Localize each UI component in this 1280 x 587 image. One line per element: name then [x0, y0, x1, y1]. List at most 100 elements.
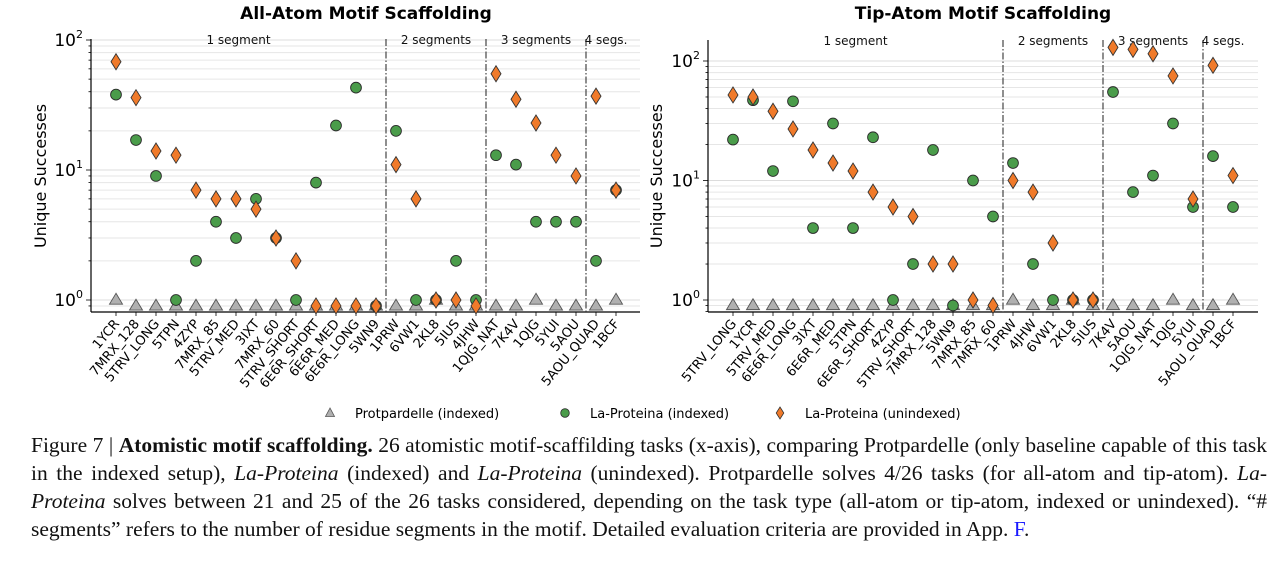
point-protpardelle-indexed-1ycr — [108, 292, 124, 305]
chart-tip-atom: Tip-Atom Motif Scaffolding Unique Success… — [647, 4, 1258, 391]
series-la-proteina-unindexed — [727, 38, 1239, 315]
ytick-label: 100 — [54, 288, 83, 311]
point-la-proteina-unindexed-5tpn — [170, 146, 182, 165]
caption-separator: | — [108, 433, 114, 457]
legend: Protpardelle (indexed) La-Proteina (index… — [324, 406, 961, 422]
point-la-proteina-unindexed-1bcf — [610, 181, 622, 199]
caption-method-name: La-Proteina — [234, 461, 339, 485]
point-protpardelle-indexed-5yui — [1185, 297, 1201, 311]
point-la-proteina-unindexed-5ius — [450, 291, 462, 309]
point-protpardelle-indexed-4zyp — [188, 298, 204, 311]
point-la-proteina-indexed-4zyp — [190, 255, 202, 267]
point-la-proteina-indexed-7mrx-128 — [130, 134, 142, 146]
point-la-proteina-unindexed-5aou-quad — [1207, 56, 1219, 75]
point-protpardelle-indexed-5aou — [1125, 297, 1141, 311]
point-la-proteina-unindexed-4jhw — [1027, 183, 1039, 201]
point-la-proteina-indexed-1prw — [390, 125, 402, 137]
ytick-exponent: 1 — [76, 158, 83, 171]
gridlines — [703, 60, 1258, 313]
point-la-proteina-unindexed-3ixt — [807, 141, 819, 159]
point-protpardelle-indexed-5trv-long — [725, 297, 741, 311]
point-la-proteina-unindexed-5yui — [1187, 190, 1199, 208]
point-la-proteina-unindexed-1ycr — [110, 52, 122, 71]
group-label-4-segs: 4 segs. — [1202, 34, 1245, 48]
series-la-proteina-indexed — [110, 81, 622, 312]
point-la-proteina-unindexed-1bcf — [1227, 166, 1239, 185]
point-la-proteina-unindexed-7mrx-128 — [130, 88, 142, 107]
point-la-proteina-indexed-1qjg-nat — [1147, 169, 1159, 182]
point-protpardelle-indexed-7k4v — [1105, 297, 1121, 311]
point-protpardelle-indexed-1prw — [388, 298, 404, 311]
point-la-proteina-unindexed-5wn9 — [370, 297, 382, 315]
point-la-proteina-indexed-4jhw — [1027, 258, 1039, 270]
point-la-proteina-unindexed-4jhw — [470, 297, 482, 315]
point-protpardelle-indexed-7mrx-128 — [925, 297, 941, 311]
legend-item-protpardelle-indexed: Protpardelle (indexed) — [324, 407, 499, 422]
point-la-proteina-indexed-5yui — [550, 215, 562, 228]
point-la-proteina-indexed-6vw1 — [410, 294, 422, 306]
point-protpardelle-indexed-5tpn — [845, 297, 861, 311]
legend-triangle-icon — [324, 407, 336, 417]
point-la-proteina-indexed-5tpn — [170, 294, 182, 306]
point-protpardelle-indexed-1qjg-nat — [1145, 297, 1161, 311]
point-la-proteina-unindexed-7mrx-60 — [270, 229, 282, 247]
caption-text: . — [1023, 517, 1030, 541]
point-la-proteina-unindexed-6e6r-long — [787, 120, 799, 138]
caption-figure-label: Figure 7 — [31, 433, 104, 457]
ytick-base: 10 — [671, 52, 693, 72]
point-la-proteina-unindexed-7mrx-128 — [927, 255, 939, 273]
ytick-exponent: 0 — [693, 288, 700, 301]
legend-diamond-icon — [775, 406, 785, 420]
ytick-label: 101 — [671, 169, 700, 192]
point-la-proteina-unindexed-5aou — [1127, 40, 1139, 59]
point-la-proteina-indexed-5aou-quad — [590, 255, 602, 267]
series-la-proteina-unindexed — [110, 52, 622, 315]
point-la-proteina-unindexed-7k4v — [510, 90, 522, 109]
chart-all-atom: All-Atom Motif Scaffolding Unique Success… — [31, 4, 640, 391]
series-protpardelle-indexed — [725, 292, 1241, 311]
point-la-proteina-unindexed-1qjg — [1167, 67, 1179, 85]
ytick-exponent: 2 — [76, 28, 83, 41]
point-la-proteina-indexed-4zyp — [887, 294, 899, 306]
point-protpardelle-indexed-1qjg — [1165, 292, 1181, 305]
caption-text: (indexed) and — [338, 461, 478, 485]
caption-text: 26 atomistic motif-scaffilding tasks (x-… — [31, 433, 1268, 485]
point-protpardelle-indexed-5yui — [548, 298, 564, 311]
point-la-proteina-indexed-5wn9 — [947, 299, 959, 312]
point-protpardelle-indexed-1ycr — [745, 297, 761, 311]
point-la-proteina-unindexed-1qjg-nat — [490, 64, 502, 83]
point-la-proteina-unindexed-6e6r-short — [310, 297, 322, 315]
point-la-proteina-unindexed-5aou — [570, 167, 582, 185]
point-la-proteina-unindexed-5wn9 — [947, 255, 959, 273]
point-la-proteina-unindexed-7k4v — [1107, 38, 1119, 57]
point-protpardelle-indexed-5aou-quad — [588, 298, 604, 311]
point-la-proteina-indexed-1bcf — [1227, 201, 1239, 213]
point-la-proteina-unindexed-6e6r-short — [867, 183, 879, 201]
point-protpardelle-indexed-7k4v — [508, 298, 524, 311]
ytick-base: 10 — [54, 161, 76, 181]
y-axis-label: Unique Successes — [647, 104, 666, 248]
point-la-proteina-unindexed-5trv-long — [727, 86, 739, 104]
point-protpardelle-indexed-1prw — [1005, 292, 1021, 305]
point-protpardelle-indexed-5trv-long — [148, 298, 164, 311]
point-la-proteina-unindexed-6e6r-long — [350, 297, 362, 315]
point-la-proteina-indexed-7k4v — [1107, 86, 1119, 98]
legend-label: La-Proteina (unindexed) — [805, 407, 961, 422]
caption-title: Atomistic motif scaffolding. — [118, 433, 373, 457]
point-la-proteina-unindexed-5trv-med — [767, 102, 779, 121]
point-la-proteina-indexed-5aou-quad — [1207, 150, 1219, 162]
point-la-proteina-indexed-6e6r-long — [350, 81, 362, 94]
appendix-link[interactable]: F — [1013, 517, 1024, 541]
point-la-proteina-indexed-5aou — [570, 215, 582, 228]
point-la-proteina-indexed-1ycr — [110, 88, 122, 101]
point-la-proteina-indexed-1prw — [1007, 157, 1019, 169]
point-protpardelle-indexed-5trv-short — [905, 297, 921, 311]
legend-label: La-Proteina (indexed) — [590, 407, 729, 422]
point-protpardelle-indexed-6e6r-short — [865, 297, 881, 311]
point-protpardelle-indexed-7mrx-128 — [128, 298, 144, 311]
point-la-proteina-indexed-7mrx-85 — [210, 215, 222, 228]
point-la-proteina-unindexed-7mrx-85 — [210, 189, 222, 208]
point-protpardelle-indexed-7mrx-60 — [268, 298, 284, 311]
chart-title: All-Atom Motif Scaffolding — [240, 4, 492, 24]
point-protpardelle-indexed-5trv-med — [765, 297, 781, 311]
